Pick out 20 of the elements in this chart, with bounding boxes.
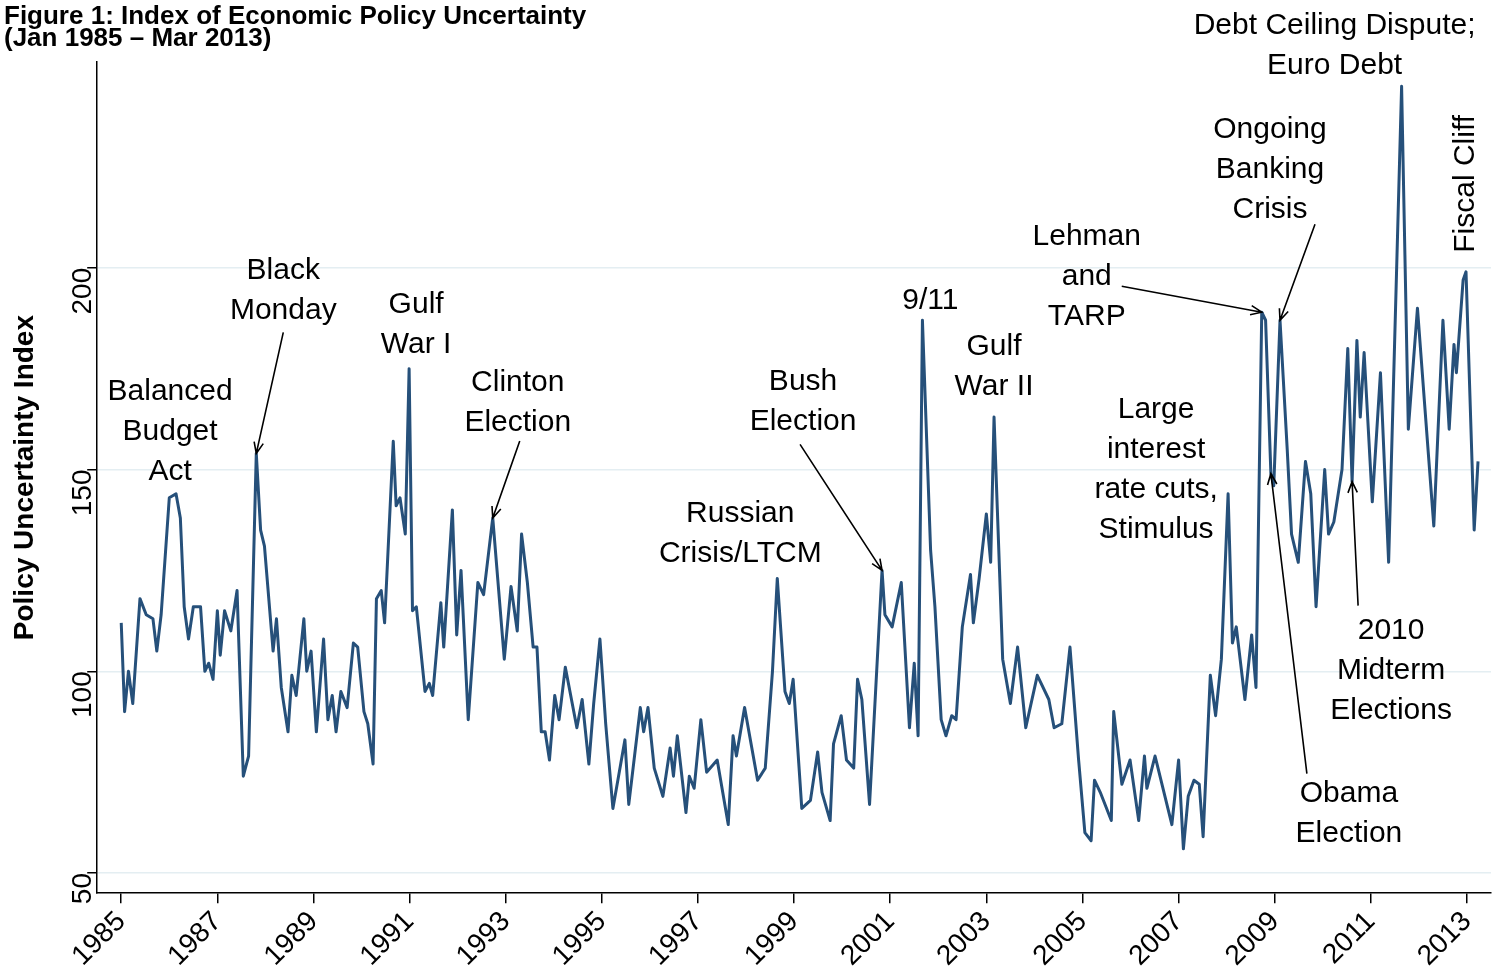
annotation: Lehman and TARP bbox=[1032, 218, 1141, 332]
y-tick-label: 50 bbox=[65, 873, 97, 905]
annotation: Bush Election bbox=[749, 362, 857, 436]
annotation: Fiscal Cliff bbox=[1447, 114, 1481, 253]
y-tick-label: 100 bbox=[65, 671, 97, 718]
y-tick-label: 150 bbox=[65, 469, 97, 517]
annotation: Clinton Election bbox=[464, 364, 572, 438]
annotation: Gulf War I bbox=[380, 285, 452, 359]
annotation: 2010 Midterm Elections bbox=[1330, 611, 1452, 725]
annotation: Russian Crisis/LTCM bbox=[658, 494, 822, 568]
annotation: Ongoing Banking Crisis bbox=[1213, 110, 1327, 224]
annotation: Obama Election bbox=[1295, 774, 1403, 848]
annotation: Black Monday bbox=[229, 251, 337, 325]
annotation: Balanced Budget Act bbox=[107, 373, 233, 486]
annotation: Debt Ceiling Dispute; Euro Debt bbox=[1193, 7, 1476, 81]
y-tick-label: 200 bbox=[65, 267, 97, 315]
annotation: Gulf War II bbox=[954, 328, 1034, 402]
y-axis-title: Policy Uncertainty Index bbox=[7, 314, 39, 641]
annotation: 9/11 bbox=[902, 281, 959, 315]
annotation: Large interest rate cuts, Stimulus bbox=[1094, 391, 1218, 544]
